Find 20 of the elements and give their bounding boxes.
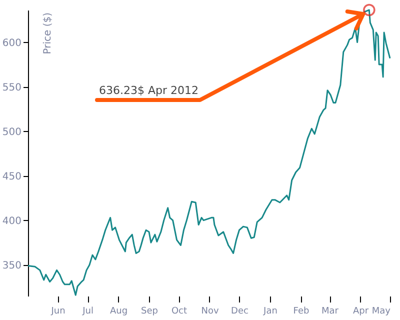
x-tick-label: Aug xyxy=(110,306,128,316)
x-tick-label: Jan xyxy=(262,306,278,316)
y-axis-title: Price ($) xyxy=(42,12,54,54)
x-tick-label: Dec xyxy=(231,306,249,316)
x-tick-label: Apr xyxy=(352,306,369,316)
x-tick-label: Mar xyxy=(322,306,339,316)
x-tick-label: Jun xyxy=(50,306,66,316)
y-tick-label: 400 xyxy=(2,216,22,227)
x-tick-label: Sep xyxy=(141,306,158,316)
y-tick-label: 550 xyxy=(2,82,22,94)
annotation: 636.23$ Apr 2012 xyxy=(99,84,199,97)
y-tick-label: 500 xyxy=(2,126,22,138)
y-tick-label: 600 xyxy=(2,38,22,49)
x-tick-label: Oct xyxy=(171,306,188,316)
x-tick-label: Jul xyxy=(82,306,94,316)
x-tick-label: Feb xyxy=(293,306,310,316)
x-tick-label: Nov xyxy=(201,306,220,316)
y-tick-label: 450 xyxy=(2,171,22,182)
y-tick-label: 350 xyxy=(2,260,22,272)
x-tick-label: May xyxy=(372,306,392,316)
